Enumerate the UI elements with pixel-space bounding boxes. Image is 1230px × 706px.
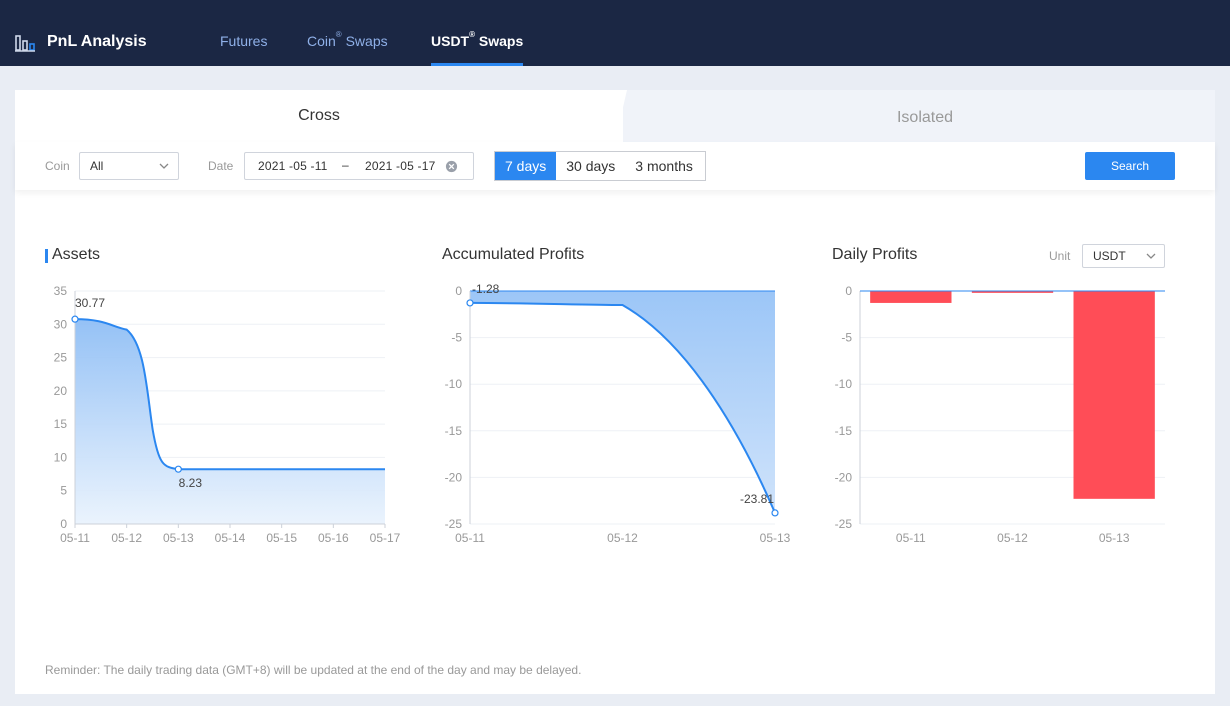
nav-tab-coin-suffix: Swaps [341, 33, 388, 49]
x-tick-label: 05-12 [997, 531, 1028, 545]
y-tick-label: 15 [54, 417, 68, 431]
registered-mark: ® [335, 30, 342, 39]
y-tick-label: -20 [835, 470, 853, 484]
data-point [174, 465, 182, 473]
y-tick-label: -5 [451, 331, 462, 345]
y-tick-label: -25 [835, 517, 853, 531]
coin-select-value: All [90, 159, 104, 173]
nav-tab-futures-label: Futures [220, 33, 268, 49]
x-tick-label: 05-11 [60, 531, 90, 545]
range-3-months[interactable]: 3 months [635, 158, 693, 174]
accumulated-area-fill [470, 291, 775, 513]
data-label: -1.28 [472, 282, 500, 296]
y-tick-label: -20 [445, 470, 463, 484]
date-start[interactable]: 2021 -05 -11 [258, 159, 328, 173]
daily-profit-bar [870, 291, 952, 303]
y-tick-label: 10 [54, 450, 68, 464]
range-toggle-group: 7 days 30 days 3 months [494, 151, 706, 181]
top-navigation-bar: PnL Analysis Futures Coin® Swaps USDT® S… [0, 0, 1230, 66]
reminder-text: Reminder: The daily trading data (GMT+8)… [45, 663, 582, 677]
data-point [466, 299, 474, 307]
y-tick-label: -10 [445, 377, 463, 391]
y-tick-label: -10 [835, 377, 853, 391]
range-30-days[interactable]: 30 days [566, 158, 616, 174]
date-range-picker[interactable]: 2021 -05 -11 – 2021 -05 -17 [244, 152, 474, 180]
registered-mark: ® [469, 30, 476, 39]
tab-cross[interactable]: Cross [15, 90, 623, 142]
data-label: 30.77 [75, 296, 105, 310]
x-tick-label: 05-15 [266, 531, 297, 545]
y-tick-label: 0 [845, 284, 852, 298]
y-tick-label: 20 [54, 384, 68, 398]
x-tick-label: 05-14 [215, 531, 246, 545]
y-tick-label: -15 [835, 424, 853, 438]
assets-area-fill [75, 319, 385, 524]
y-tick-label: 0 [455, 284, 462, 298]
data-point [71, 315, 79, 323]
accumulated-line [469, 301, 776, 514]
x-tick-label: 05-11 [896, 531, 926, 545]
data-label: 8.23 [179, 476, 203, 490]
brand: PnL Analysis [15, 30, 147, 54]
x-tick-label: 05-12 [111, 531, 142, 545]
assets-title-accent [45, 249, 48, 263]
unit-select-value: USDT [1093, 249, 1126, 263]
y-tick-label: -15 [445, 424, 463, 438]
x-tick-label: 05-13 [1099, 531, 1130, 545]
y-tick-label: -5 [841, 331, 852, 345]
unit-label: Unit [1049, 249, 1071, 263]
y-tick-label: 0 [60, 517, 67, 531]
charts-canvas: 0 5 10 15 20 25 30 35 05-11 05-12 05-13 05-14 05-15 0… [54, 282, 1165, 545]
data-label: -23.81 [740, 492, 774, 506]
coin-select[interactable]: All [79, 152, 179, 180]
search-button[interactable]: Search [1085, 152, 1175, 180]
nav-tab-usdt-label: USDT [431, 33, 470, 49]
assets-line [74, 318, 385, 471]
y-tick-label: 30 [54, 317, 68, 331]
x-tick-label: 05-13 [163, 531, 194, 545]
daily-profit-bar [1073, 291, 1155, 499]
filter-bar: Coin All Date 2021 -05 -11 – 2021 -05 -1… [15, 142, 1215, 190]
y-tick-label: 35 [54, 284, 68, 298]
margin-mode-tabs: Cross Isolated [15, 90, 1215, 142]
unit-select[interactable]: USDT [1082, 244, 1165, 268]
page-title: PnL Analysis [47, 33, 147, 50]
daily-profit-bar [971, 291, 1054, 293]
clear-icon[interactable] [445, 160, 458, 173]
x-tick-label: 05-11 [455, 531, 485, 545]
y-tick-label: 25 [54, 351, 68, 365]
range-7-days[interactable]: 7 days [495, 152, 557, 180]
nav-tab-futures[interactable]: Futures [220, 0, 267, 66]
y-tick-label: 5 [60, 484, 67, 498]
pnl-panel: Cross Isolated Coin All Date 2021 -05 -1… [15, 90, 1215, 694]
daily-profits-title: Daily Profits [832, 246, 918, 263]
coin-label: Coin [45, 159, 70, 173]
assets-chart-title: Assets [52, 246, 101, 263]
accumulated-profits-title: Accumulated Profits [442, 246, 585, 263]
x-tick-label: 05-12 [607, 531, 638, 545]
x-tick-label: 05-17 [370, 531, 401, 545]
y-tick-label: -25 [445, 517, 463, 531]
chevron-down-icon [1146, 253, 1156, 259]
chevron-down-icon [159, 163, 169, 169]
tab-cross-edge [615, 90, 627, 142]
nav-tab-coin-label: Coin [307, 33, 336, 49]
date-end[interactable]: 2021 -05 -17 [365, 159, 436, 173]
nav-tab-usdt-suffix: Swaps [475, 33, 524, 49]
x-tick-label: 05-16 [318, 531, 349, 545]
bar-chart-icon [15, 35, 35, 52]
nav-tab-usdt-swaps[interactable]: USDT® Swaps [431, 0, 524, 66]
date-separator: – [342, 158, 349, 172]
nav-tab-coin-swaps[interactable]: Coin® Swaps [307, 0, 388, 66]
x-tick-label: 05-13 [760, 531, 791, 545]
tab-isolated[interactable]: Isolated [896, 109, 954, 126]
date-label: Date [208, 159, 234, 173]
data-point [771, 509, 779, 517]
